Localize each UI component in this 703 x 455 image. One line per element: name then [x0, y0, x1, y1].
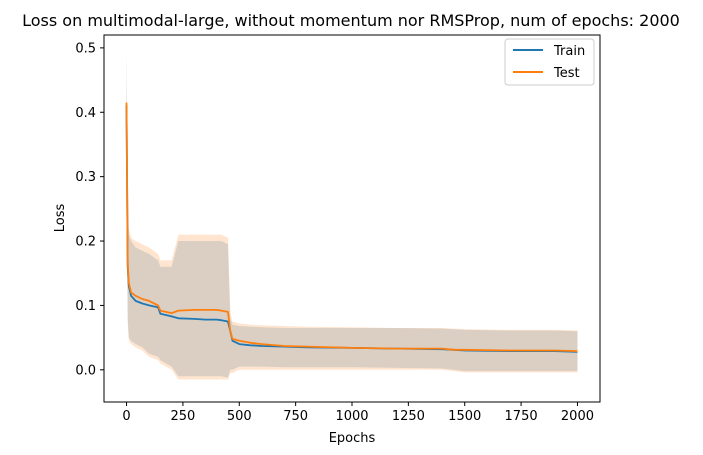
- y-tick-label: 0.5: [75, 41, 96, 56]
- x-tick-label: 500: [227, 409, 252, 424]
- x-tick-label: 0: [122, 409, 130, 424]
- x-tick-label: 1750: [505, 409, 538, 424]
- confidence-bands: [126, 47, 578, 380]
- band-train: [126, 47, 578, 378]
- y-axis-label: Loss: [53, 204, 68, 233]
- plot-area: [125, 47, 578, 380]
- series-lines: [125, 102, 578, 353]
- y-tick-label: 0.2: [75, 235, 96, 250]
- x-tick-label: 2000: [561, 409, 594, 424]
- y-tick-label: 0.3: [75, 170, 96, 185]
- band-test: [126, 47, 578, 380]
- chart-title: Loss on multimodal-large, without moment…: [22, 11, 680, 30]
- y-tick-label: 0.4: [75, 106, 96, 121]
- legend-label-train: Train: [553, 44, 585, 59]
- legend-label-test: Test: [553, 66, 580, 81]
- x-tick-label: 750: [283, 409, 308, 424]
- x-tick-label: 1250: [392, 409, 425, 424]
- legend: Train Test: [504, 38, 595, 86]
- y-axis-ticks: 0.0 0.1 0.2 0.3 0.4 0.5: [75, 41, 104, 378]
- y-tick-label: 0.0: [75, 363, 96, 378]
- line-test: [125, 102, 578, 352]
- x-tick-label: 250: [170, 409, 195, 424]
- y-tick-label: 0.1: [75, 299, 96, 314]
- x-tick-label: 1000: [335, 409, 368, 424]
- x-axis-label: Epochs: [329, 431, 376, 446]
- x-tick-label: 1500: [448, 409, 481, 424]
- x-axis-ticks: 0 250 500 750 1000 1250 1500 1750 2000: [122, 402, 594, 424]
